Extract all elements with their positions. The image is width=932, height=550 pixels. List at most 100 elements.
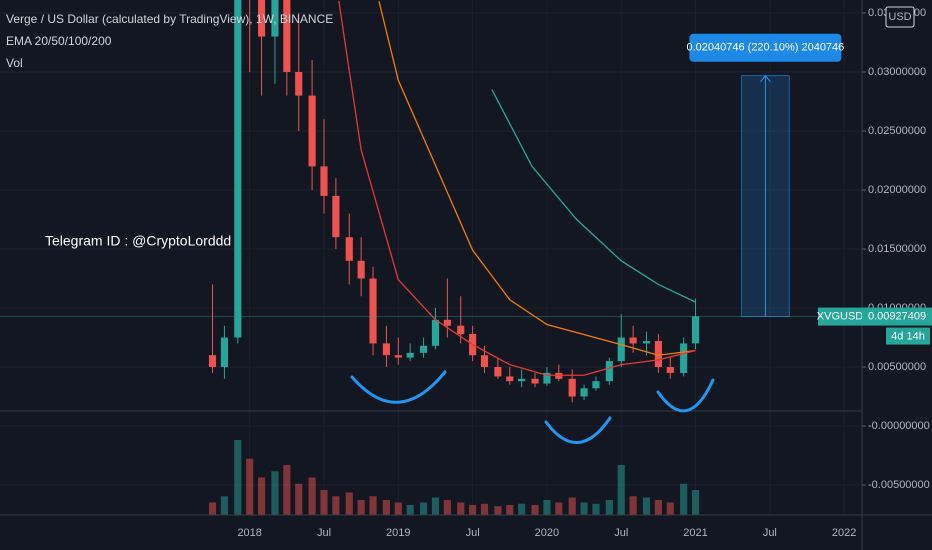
volume-bar (246, 458, 254, 515)
volume-bar (480, 503, 489, 515)
volume-bar (295, 483, 303, 515)
candle-body (271, 0, 279, 37)
candle-body (605, 361, 613, 382)
y-tick-label: 0.02500000 (868, 125, 926, 137)
candle-body (680, 343, 688, 373)
volume-bar (208, 502, 217, 515)
candle-body (666, 367, 674, 373)
candle-body (506, 376, 514, 382)
ema-line (378, 1, 696, 356)
candle-body (580, 388, 588, 397)
candle-body (406, 352, 414, 358)
candle-body (617, 337, 625, 362)
x-tick-label: Jul (763, 527, 777, 539)
candle-body (480, 355, 489, 368)
candle-body (382, 343, 390, 356)
candle-body (592, 381, 600, 389)
candle-body (642, 341, 651, 344)
candle-body (234, 0, 242, 338)
volume-bar (369, 496, 377, 515)
price-tag (862, 307, 932, 326)
x-tick-label: Jul (614, 527, 628, 539)
x-tick-label: 2019 (386, 527, 410, 539)
currency: USD (888, 11, 911, 23)
volume-bar (531, 505, 539, 515)
symbol: XVGUSD (817, 310, 864, 322)
x-tick-label: Jul (466, 527, 480, 539)
ema-line (491, 89, 696, 303)
candle-body (208, 355, 217, 368)
candle-body (654, 341, 662, 368)
candle-body (431, 319, 440, 346)
x-tick-label: Jul (317, 527, 331, 539)
volume-bar (345, 492, 353, 515)
measure-label: 0.02040746 (220.10%) 2040746 (686, 42, 844, 54)
ema-line (338, 1, 696, 376)
volume-bar (666, 502, 674, 515)
volume-bar (469, 505, 477, 515)
candle-body (629, 337, 637, 344)
volume-bar (420, 502, 428, 515)
volume-bar (580, 502, 588, 515)
candle-body (494, 367, 502, 377)
volume-bar (605, 500, 613, 515)
volume-bar (382, 500, 390, 515)
currency-box[interactable] (885, 6, 915, 28)
volume-bar (357, 500, 365, 515)
candle-body (369, 278, 377, 344)
symbol-tag (818, 307, 862, 326)
annotation: Telegram ID : @CryptoLorddd (45, 233, 231, 249)
volume-bar (271, 471, 279, 515)
volume-bar (457, 502, 465, 515)
countdown: 4d 14h (891, 330, 925, 342)
volume-bar (283, 465, 291, 515)
indicator-label: EMA 20/50/100/200 (6, 34, 112, 48)
volume-bar (543, 500, 551, 515)
volume-bar (431, 497, 440, 515)
volume-bar (654, 500, 662, 515)
candle-body (220, 337, 228, 368)
volume-bar (443, 500, 451, 515)
candle-body (345, 237, 353, 261)
x-tick-label: 2022 (832, 527, 856, 539)
x-tick-label: 2021 (683, 527, 707, 539)
volume-bar (258, 477, 266, 515)
volume-bar (518, 503, 526, 515)
volume-bar (320, 490, 328, 515)
drawings (350, 370, 715, 444)
grid (0, 0, 862, 515)
candle-body (568, 378, 576, 397)
volume-bar (629, 496, 637, 515)
volume-bar (234, 440, 242, 515)
candle-body (420, 345, 428, 353)
candle-body (518, 378, 526, 382)
volume-pane (208, 440, 700, 515)
y-tick-label: 0.01500000 (868, 243, 926, 255)
measure-label-box (689, 33, 842, 62)
volume-bar (680, 483, 688, 515)
candle-body (457, 325, 465, 334)
measure-tool: 0.02040746 (220.10%) 2040746 (686, 33, 844, 317)
volume-bar (332, 496, 340, 515)
y-tick-label: 0.02000000 (868, 184, 926, 196)
candle-body (258, 0, 266, 37)
x-tick-label: 2018 (237, 527, 261, 539)
x-tick-label: 2020 (535, 527, 559, 539)
candles (208, 0, 700, 403)
volume-bar (691, 490, 700, 515)
ema-lines (338, 1, 696, 376)
volume-label: Vol (6, 56, 23, 70)
curve (350, 370, 447, 404)
y-tick-label: 0.03000000 (868, 66, 926, 78)
candle-body (357, 260, 365, 279)
candle-body (394, 355, 402, 358)
price-tag-label: 0.00927409 (868, 310, 926, 322)
volume-bar (394, 502, 402, 515)
volume-bar (506, 505, 514, 515)
candle-body (295, 71, 303, 96)
volume-bar (406, 505, 414, 515)
curve (656, 378, 715, 413)
candle-body (308, 95, 316, 167)
candle-body (543, 372, 551, 384)
